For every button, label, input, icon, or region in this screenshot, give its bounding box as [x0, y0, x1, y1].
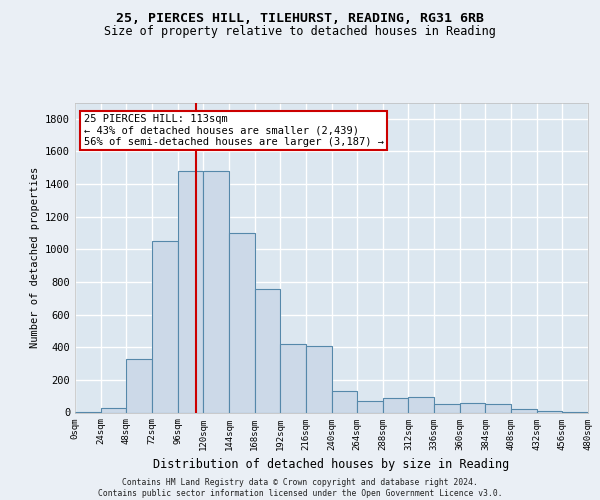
Bar: [203, 171, 229, 412]
Y-axis label: Number of detached properties: Number of detached properties: [29, 167, 40, 348]
X-axis label: Distribution of detached houses by size in Reading: Distribution of detached houses by size …: [154, 458, 509, 471]
Bar: [383, 398, 409, 412]
Bar: [357, 401, 383, 412]
Bar: [409, 397, 434, 412]
Text: 25, PIERCES HILL, TILEHURST, READING, RG31 6RB: 25, PIERCES HILL, TILEHURST, READING, RG…: [116, 12, 484, 26]
Bar: [280, 344, 306, 412]
Text: 25 PIERCES HILL: 113sqm
← 43% of detached houses are smaller (2,439)
56% of semi: 25 PIERCES HILL: 113sqm ← 43% of detache…: [83, 114, 383, 147]
Bar: [331, 392, 357, 412]
Bar: [306, 346, 331, 412]
Bar: [537, 411, 562, 412]
Bar: [460, 402, 485, 412]
Bar: [101, 408, 127, 412]
Bar: [178, 171, 203, 412]
Bar: [254, 288, 280, 412]
Bar: [229, 233, 254, 412]
Bar: [152, 241, 178, 412]
Bar: [511, 409, 537, 412]
Bar: [127, 358, 152, 412]
Text: Contains HM Land Registry data © Crown copyright and database right 2024.
Contai: Contains HM Land Registry data © Crown c…: [98, 478, 502, 498]
Bar: [434, 404, 460, 412]
Bar: [485, 404, 511, 412]
Text: Size of property relative to detached houses in Reading: Size of property relative to detached ho…: [104, 25, 496, 38]
